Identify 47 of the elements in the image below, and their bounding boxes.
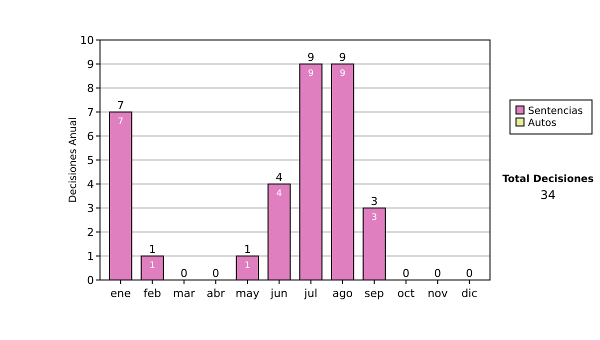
x-tick-label: jul: [303, 287, 318, 300]
y-tick-label: 7: [87, 106, 94, 119]
y-tick-label: 3: [87, 202, 94, 215]
y-tick-label: 1: [87, 250, 94, 263]
text: Total Decisiones: [502, 174, 594, 185]
total-label: 4: [276, 171, 283, 184]
data-label: 9: [340, 69, 346, 79]
legend-label: Sentencias: [528, 106, 583, 117]
legend-label: Autos: [528, 118, 556, 129]
y-axis-title: Decisiones Anual: [68, 117, 79, 203]
total-label: 0: [466, 267, 473, 280]
x-tick-label: dic: [461, 287, 478, 300]
x-tick-label: nov: [428, 287, 448, 300]
y-tick-label: 0: [87, 274, 94, 287]
total-label: 0: [180, 267, 188, 280]
total-label: 0: [212, 267, 220, 280]
total-label: 3: [370, 195, 378, 208]
x-tick-label: jun: [270, 287, 288, 300]
data-label: 7: [118, 117, 124, 127]
text: 34: [540, 188, 556, 202]
x-tick-label: abr: [206, 287, 226, 300]
y-tick-label: 2: [87, 226, 94, 239]
y-tick-label: 9: [87, 58, 94, 71]
total-label: 0: [402, 267, 410, 280]
data-label: 4: [276, 189, 282, 199]
total-label: 9: [339, 51, 346, 64]
x-tick-label: ago: [332, 287, 354, 300]
x-tick-label: mar: [173, 287, 196, 300]
y-tick-label: 4: [87, 178, 94, 191]
x-tick-label: ene: [110, 287, 132, 300]
x-tick-label: oct: [397, 287, 416, 300]
data-label: 9: [308, 69, 314, 79]
total-label: 1: [244, 243, 251, 256]
data-label: 1: [149, 261, 156, 271]
y-tick-label: 8: [87, 82, 94, 95]
x-tick-label: feb: [144, 287, 162, 300]
total-label: 7: [117, 99, 124, 112]
y-tick-label: 6: [87, 130, 94, 143]
x-tick-label: may: [235, 287, 260, 300]
total-label: 1: [148, 243, 156, 256]
data-label: 3: [371, 213, 378, 223]
data-label: 1: [244, 261, 250, 271]
y-tick-label: 5: [87, 154, 94, 167]
total-label: 0: [434, 267, 442, 280]
y-tick-label: 10: [80, 34, 94, 47]
x-tick-label: sep: [364, 287, 384, 300]
total-label: 9: [307, 51, 314, 64]
